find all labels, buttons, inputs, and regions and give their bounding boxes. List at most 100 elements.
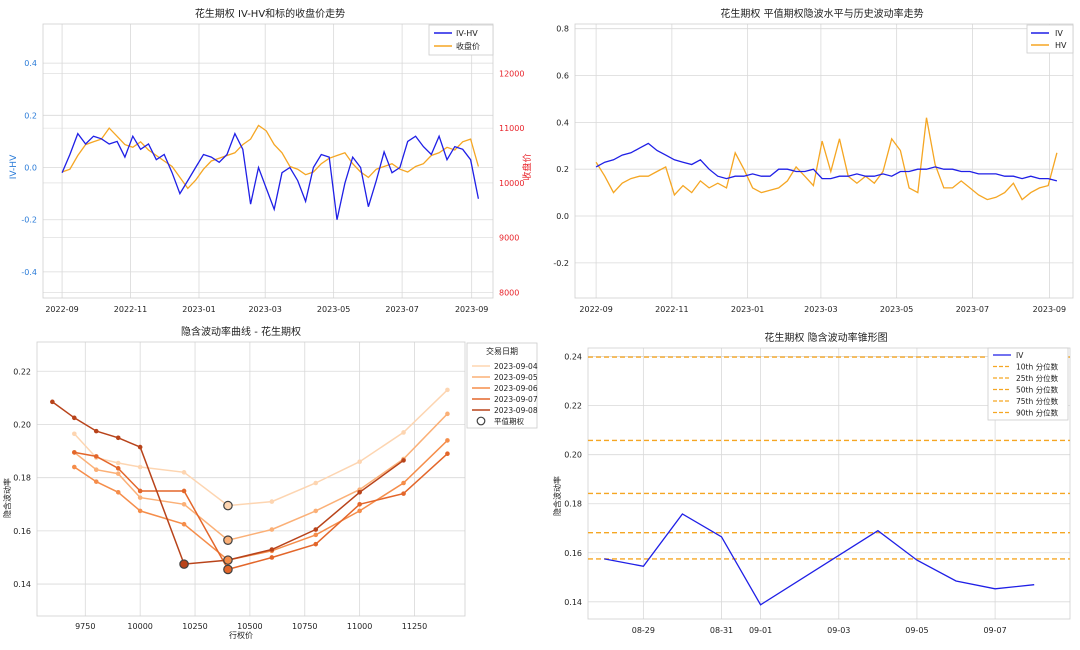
legend-label: 50th 分位数 [1016, 385, 1059, 395]
legend-label: 平值期权 [494, 416, 524, 426]
data-point [72, 464, 77, 470]
chart-iv-vs-hv-svg: 花生期权 平值期权隐波水平与历史波动率走势 2022-09 2022-11 2023… [553, 7, 1074, 314]
legend-box [1026, 24, 1074, 54]
y-tick-label: 0.18 [564, 500, 582, 509]
plot-area [42, 23, 494, 299]
y-tick-label: 0.2 [24, 111, 37, 120]
y-tick-label: -0.4 [21, 268, 37, 277]
x-tick-label: 2022-11 [655, 305, 688, 314]
y-tick-label: 0.8 [556, 25, 569, 34]
data-point [401, 491, 406, 496]
x-tick-label: 09-05 [905, 626, 928, 635]
legend-label: 90th 分位数 [1016, 408, 1059, 418]
legend-label-hv: HV [1055, 41, 1067, 50]
plot-frame [587, 347, 1071, 620]
x-tick-label: 10500 [237, 622, 262, 631]
x-tick-label: 10000 [127, 622, 152, 631]
y-tick-label: 0.0 [24, 164, 37, 173]
data-point [93, 467, 99, 472]
y-tick-label: 0.14 [13, 580, 31, 589]
chart-title: 花生期权 平值期权隐波水平与历史波动率走势 [720, 7, 923, 20]
plot-frame [574, 23, 1074, 299]
x-tick-label: 2023-05 [880, 305, 913, 314]
x-tick-label: 2023-03 [248, 305, 281, 314]
series-line-2023-09-04 [73, 389, 448, 507]
y2-tick-label: 8000 [499, 289, 519, 298]
chart-title: 隐含波动率曲线 - 花生期权 [181, 325, 301, 338]
data-point [115, 460, 121, 466]
x-tick-label: 2023-09 [1033, 305, 1066, 314]
series-line-iv [604, 513, 1035, 606]
data-point [445, 438, 450, 443]
data-point [313, 541, 319, 547]
data-point [72, 450, 77, 455]
data-point [181, 470, 187, 475]
data-point [269, 527, 275, 532]
data-point [72, 431, 77, 437]
data-point [181, 488, 187, 494]
data-point [137, 495, 143, 500]
y-tick-label: 0.22 [13, 367, 31, 376]
chart-vol-cone: 花生期权 隐含波动率锥形图 隐含波动率 08-29 08-31 09-01 09-03… [540, 318, 1080, 646]
chart-title: 花生期权 IV-HV和标的收盘价走势 [195, 7, 345, 20]
x-tick-label: 2023-05 [317, 305, 350, 314]
x-tick-label: 2022-09 [579, 305, 612, 314]
chart-iv-hv-close: 花生期权 IV-HV和标的收盘价走势 IV-HV 收盘价 2022-09 2022… [0, 0, 540, 318]
atm-marker [223, 500, 233, 511]
x-tick-label: 2023-07 [956, 305, 989, 314]
y-tick-label: -0.2 [553, 259, 569, 268]
x-tick-label: 2023-07 [385, 305, 418, 314]
data-point [50, 399, 55, 405]
legend-label: 10th 分位数 [1016, 362, 1059, 372]
data-point [72, 415, 77, 421]
data-point [313, 508, 319, 514]
data-point [313, 480, 319, 486]
x-tick-label: 2022-11 [114, 305, 147, 314]
x-tick-label: 2023-09 [455, 305, 488, 314]
x-tick-label: 08-31 [710, 626, 733, 635]
data-point [401, 430, 406, 435]
series-line-iv [595, 142, 1058, 182]
data-point [115, 466, 121, 471]
series-line-2023-09-06 [73, 439, 448, 561]
legend-label: 2023-09-06 [494, 384, 538, 393]
legend-label: 2023-09-08 [494, 406, 538, 415]
legend-label: 2023-09-04 [494, 362, 538, 371]
legend-box [466, 342, 538, 429]
legend-label: 25th 分位数 [1016, 373, 1059, 383]
y-tick-label: 0.16 [13, 527, 31, 536]
y-tick-label: 0.0 [556, 212, 569, 221]
x-tick-label: 10250 [182, 622, 207, 631]
data-point [357, 490, 362, 495]
plot-frame [36, 341, 466, 617]
data-point [137, 464, 143, 470]
x-tick-label: 2022-09 [45, 305, 78, 314]
data-point [181, 501, 187, 507]
legend-label: 75th 分位数 [1016, 396, 1059, 406]
legend: IV HV [1026, 24, 1074, 54]
legend-box [428, 24, 494, 56]
legend: IV-HV 收盘价 [428, 24, 494, 56]
series-line-hv [595, 117, 1058, 201]
data-point [115, 471, 121, 476]
y-axis-label: IV-HV [9, 154, 19, 179]
chart-vol-smile-svg: 隐含波动率曲线 - 花生期权 行权价 隐含波动率 9750 10000 10250 1… [2, 325, 538, 640]
data-point [357, 508, 362, 514]
data-point [357, 459, 362, 465]
x-tick-label: 09-01 [749, 626, 772, 635]
legend-atm-marker [476, 416, 486, 426]
data-point [401, 480, 406, 486]
plot-area [574, 23, 1074, 299]
data-point [93, 454, 99, 459]
legend-label-iv: IV [1055, 29, 1063, 38]
y-tick-label: 0.2 [556, 165, 569, 174]
chart-iv-vs-hv: 花生期权 平值期权隐波水平与历史波动率走势 2022-09 2022-11 2023… [540, 0, 1080, 318]
y2-tick-label: 10000 [499, 179, 524, 188]
data-point [115, 490, 121, 495]
data-point [445, 411, 450, 417]
x-tick-label: 09-03 [827, 626, 850, 635]
data-point [137, 488, 143, 494]
legend-label-iv-hv: IV-HV [456, 29, 478, 38]
x-tick-label: 2023-01 [731, 305, 764, 314]
